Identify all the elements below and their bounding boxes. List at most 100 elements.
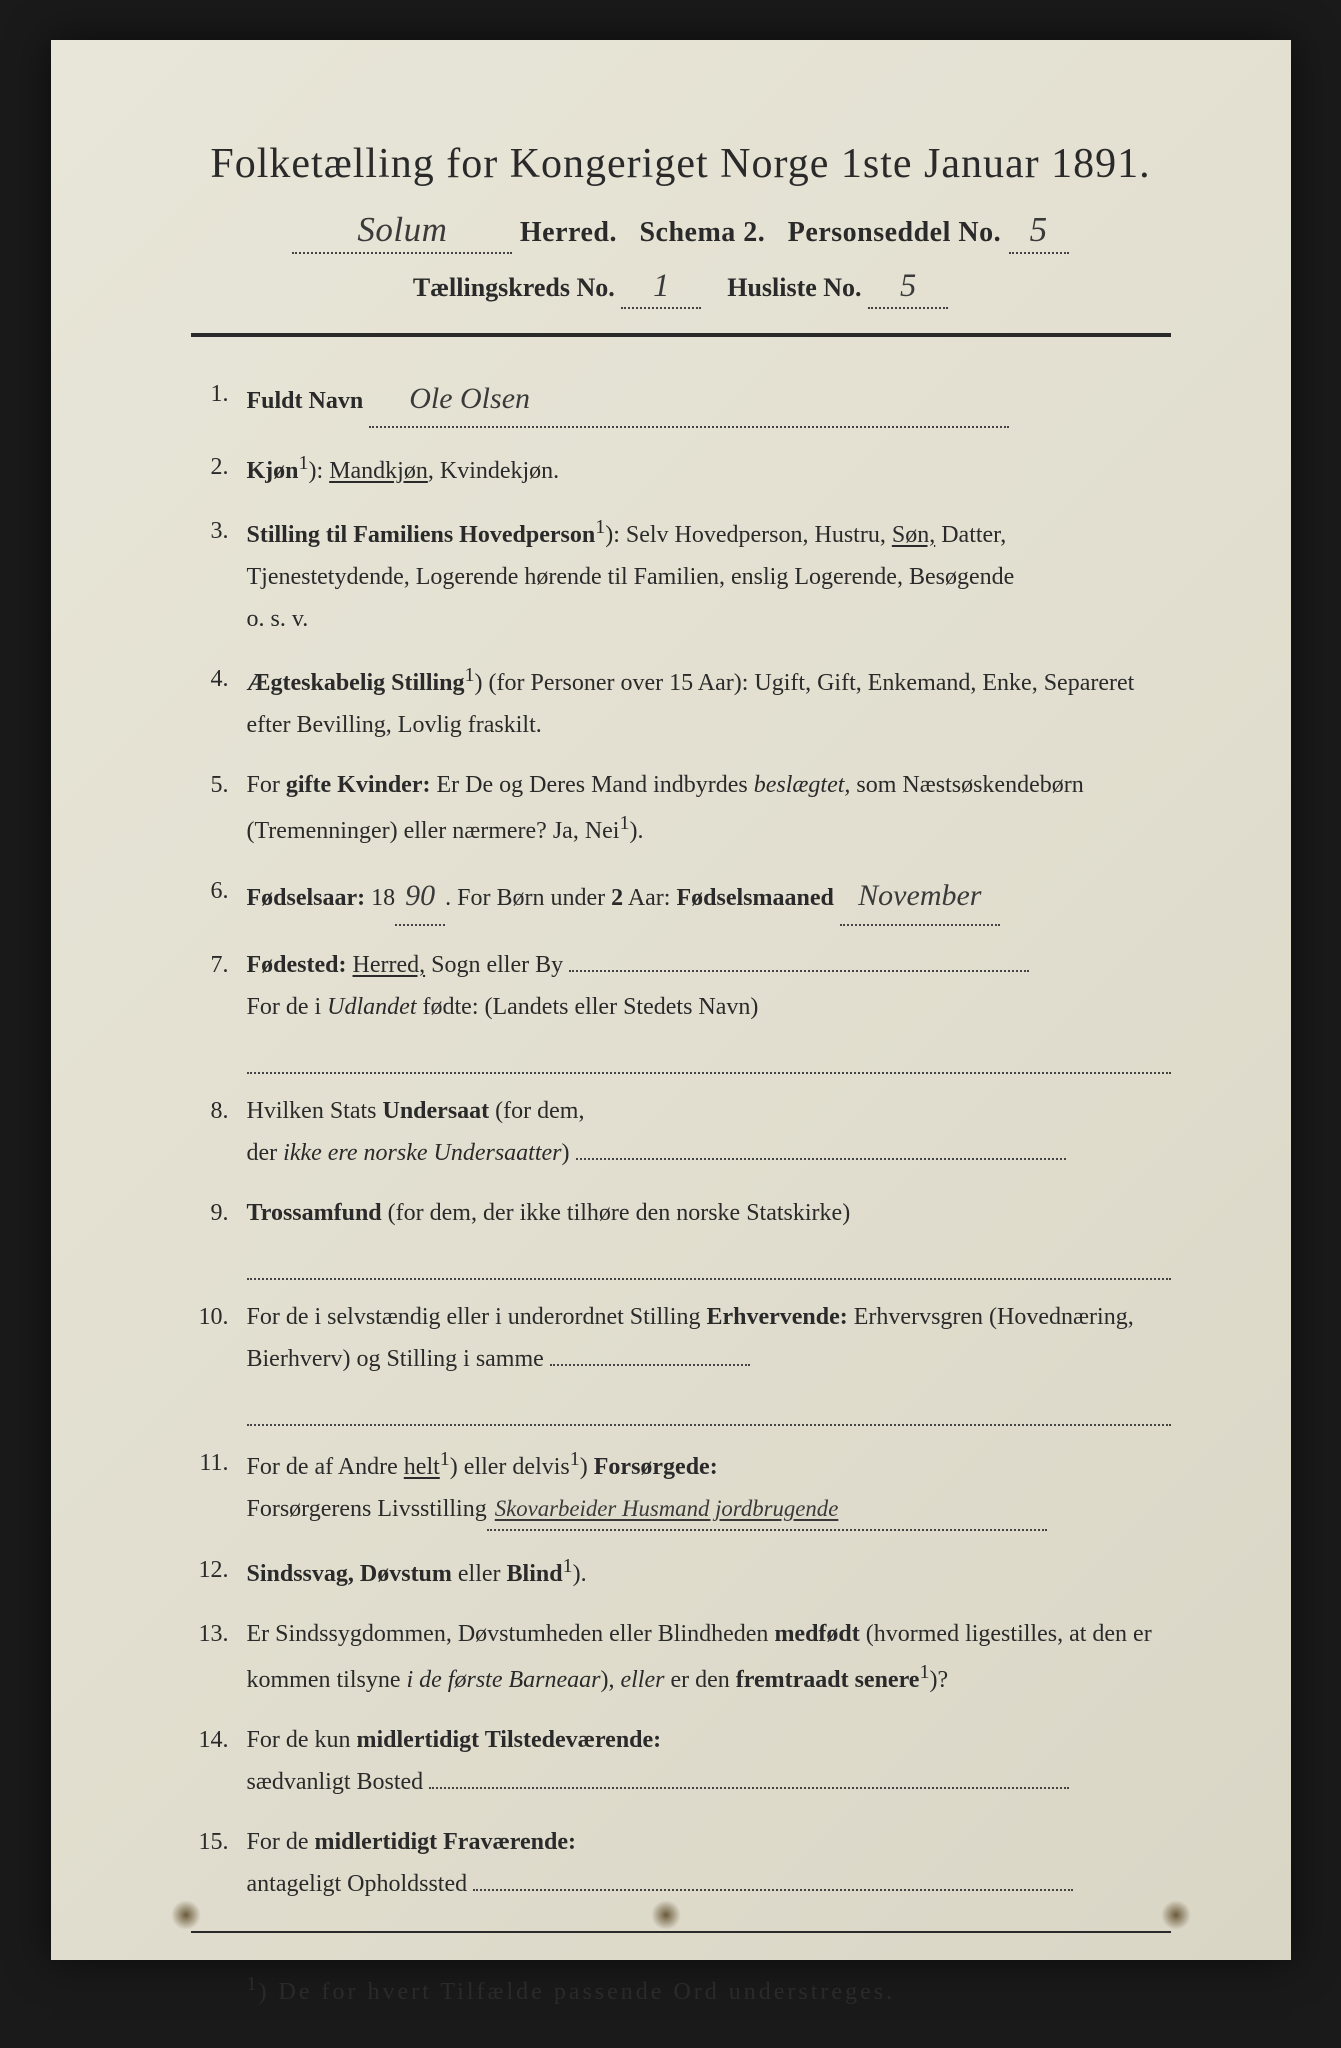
trossamfund-label: Trossamfund <box>247 1200 382 1226</box>
q11-u2: delvis <box>512 1454 569 1480</box>
item-num: 10. <box>191 1296 247 1380</box>
q8-italic: ikke ere norske Undersaatter <box>283 1140 561 1166</box>
q7-text: Sogn eller By <box>425 952 563 978</box>
item-7: 7. Fødested: Herred, Sogn eller By For d… <box>191 944 1171 1028</box>
q13-bold2: fremtraadt senere <box>736 1667 920 1693</box>
item-num: 12. <box>191 1549 247 1595</box>
item-2: 2. Kjøn1): Mandkjøn, Kvindekjøn. <box>191 446 1171 492</box>
footnote: 1) De for hvert Tilfælde passende Ord un… <box>191 1973 1171 2006</box>
sup: 1 <box>465 664 475 686</box>
item-body: Er Sindssygdommen, Døvstumheden eller Bl… <box>247 1613 1171 1701</box>
sup: 1 <box>919 1661 929 1683</box>
item-body: For de kun midlertidigt Tilstedeværende:… <box>247 1719 1171 1803</box>
q6-text2: . For Børn under <box>445 885 611 911</box>
continuation-line <box>247 1398 1171 1426</box>
footnote-sup: 1 <box>247 1973 259 1995</box>
q7-line2a: For de i <box>247 994 328 1020</box>
q9-text: (for dem, der ikke tilhøre den norske St… <box>382 1200 851 1226</box>
q11-bold: Forsørgede: <box>594 1454 718 1480</box>
item-num: 8. <box>191 1090 247 1174</box>
item-body: Stilling til Familiens Hovedperson1): Se… <box>247 510 1171 640</box>
q15-bold: midlertidigt Fraværende: <box>315 1829 577 1855</box>
paper-stain <box>651 1900 681 1930</box>
sup: 1 <box>299 452 309 474</box>
item-body: For gifte Kvinder: Er De og Deres Mand i… <box>247 764 1171 852</box>
item-num: 9. <box>191 1192 247 1234</box>
kjon-label: Kjøn <box>247 458 299 484</box>
q13-italic1: i de første Barneaar <box>406 1667 600 1693</box>
q7-line2b: fødte: (Landets eller Stedets Navn) <box>417 994 759 1020</box>
fodselsaar-label: Fødselsaar: <box>247 885 366 911</box>
q3-line3: o. s. v. <box>247 606 309 632</box>
sup: 1 <box>595 516 605 538</box>
item-6: 6. Fødselsaar: 1890. For Børn under 2 Aa… <box>191 870 1171 927</box>
item-12: 12. Sindssvag, Døvstum eller Blind1). <box>191 1549 1171 1595</box>
herred-value: Solum <box>292 210 512 254</box>
husliste-label: Husliste No. <box>727 273 861 302</box>
q14-text1: For de kun <box>247 1727 357 1753</box>
continuation-line <box>247 1046 1171 1074</box>
q11-text3: ) <box>580 1454 594 1480</box>
year-prefix: 18 <box>371 885 395 911</box>
stilling-label: Stilling til Familiens Hovedperson <box>247 522 596 548</box>
item-num: 2. <box>191 446 247 492</box>
fuldt-navn-label: Fuldt Navn <box>247 388 364 414</box>
personseddel-value: 5 <box>1009 210 1069 254</box>
year-value: 90 <box>395 870 445 927</box>
q6-bold2: 2 <box>611 885 623 911</box>
q8-line2a: der <box>247 1140 284 1166</box>
q5-text1: Er De og Deres Mand indbyrdes <box>430 772 753 798</box>
item-body: Sindssvag, Døvstum eller Blind1). <box>247 1549 1171 1595</box>
q5-end: ). <box>629 818 643 844</box>
q12-text: eller <box>452 1561 507 1587</box>
forsorger-value: Skovarbeider Husmand jordbrugende <box>487 1489 1047 1531</box>
item-body: Fuldt Navn Ole Olsen <box>247 373 1171 428</box>
item-11: 11. For de af Andre helt1) eller delvis1… <box>191 1442 1171 1531</box>
item-num: 7. <box>191 944 247 1028</box>
item-10: 10. For de i selvstændig eller i underor… <box>191 1296 1171 1380</box>
sup: 1 <box>440 1448 450 1470</box>
q15-line2: antageligt Opholdssted <box>247 1871 468 1897</box>
item-num: 1. <box>191 373 247 428</box>
q13-italic2: eller <box>620 1667 664 1693</box>
item-num: 4. <box>191 658 247 746</box>
item-13: 13. Er Sindssygdommen, Døvstumheden elle… <box>191 1613 1171 1701</box>
q8-bold: Undersaat <box>383 1098 490 1124</box>
q13-text1: Er Sindssygdommen, Døvstumheden eller Bl… <box>247 1621 775 1647</box>
husliste-value: 5 <box>868 268 948 309</box>
q3-underlined: Søn, <box>892 522 935 548</box>
item-1: 1. Fuldt Navn Ole Olsen <box>191 373 1171 428</box>
q11-text1: For de af Andre <box>247 1454 404 1480</box>
q7-underlined: Herred, <box>352 952 425 978</box>
q15-text1: For de <box>247 1829 315 1855</box>
main-title: Folketælling for Kongeriget Norge 1ste J… <box>191 140 1171 188</box>
aegteskab-label: Ægteskabelig Stilling <box>247 670 465 696</box>
item-num: 11. <box>191 1442 247 1531</box>
q11-text2: ) eller <box>450 1454 513 1480</box>
undersaat-field <box>576 1158 1066 1160</box>
kjon-underlined: Mandkjøn <box>329 458 428 484</box>
opholdssted-field <box>473 1889 1073 1891</box>
form-items: 1. Fuldt Navn Ole Olsen 2. Kjøn1): Mandk… <box>191 373 1171 1905</box>
month-value: November <box>840 870 1000 927</box>
item-9: 9. Trossamfund (for dem, der ikke tilhør… <box>191 1192 1171 1234</box>
sup: 1 <box>570 1448 580 1470</box>
herred-label: Herred. <box>520 217 617 248</box>
q11-line2: Forsørgerens Livsstilling <box>247 1496 487 1522</box>
item-14: 14. For de kun midlertidigt Tilstedevære… <box>191 1719 1171 1803</box>
fodested-label: Fødested: <box>247 952 347 978</box>
q6-bold3: Fødselsmaaned <box>676 885 833 911</box>
paper-stain <box>171 1900 201 1930</box>
kreds-value: 1 <box>621 268 701 309</box>
q14-line2: sædvanligt Bosted <box>247 1769 424 1795</box>
item-body: Fødselsaar: 1890. For Børn under 2 Aar: … <box>247 870 1171 927</box>
subheader-line-2: Tællingskreds No. 1 Husliste No. 5 <box>191 268 1171 309</box>
item-8: 8. Hvilken Stats Undersaat (for dem, der… <box>191 1090 1171 1174</box>
continuation-line <box>247 1252 1171 1280</box>
item-num: 15. <box>191 1821 247 1905</box>
q5-pre: For <box>247 772 286 798</box>
item-num: 5. <box>191 764 247 852</box>
q12-end: ). <box>573 1561 587 1587</box>
q8-line2b: ) <box>562 1140 570 1166</box>
document-page: Folketælling for Kongeriget Norge 1ste J… <box>51 40 1291 1960</box>
